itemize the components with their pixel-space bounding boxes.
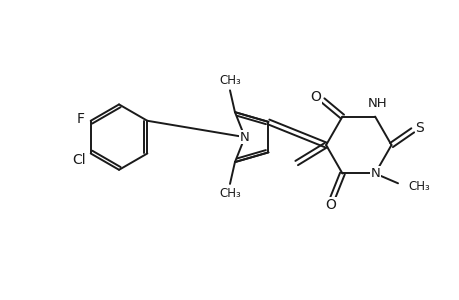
- Text: F: F: [77, 112, 84, 126]
- Text: N: N: [240, 130, 249, 144]
- Text: CH₃: CH₃: [218, 74, 241, 87]
- Text: N: N: [369, 167, 379, 180]
- Text: O: O: [325, 198, 336, 212]
- Text: CH₃: CH₃: [218, 187, 241, 200]
- Text: O: O: [310, 90, 321, 104]
- Text: S: S: [414, 122, 423, 135]
- Text: Cl: Cl: [72, 153, 85, 167]
- Text: NH: NH: [367, 97, 386, 110]
- Text: CH₃: CH₃: [407, 180, 429, 193]
